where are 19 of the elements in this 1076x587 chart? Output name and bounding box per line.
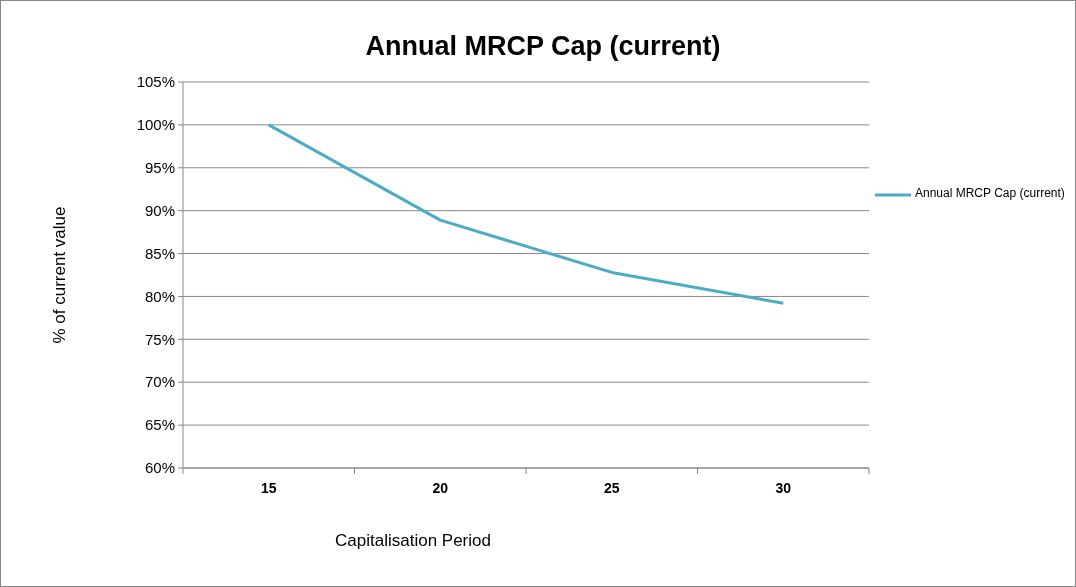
y-tick-label: 80%	[144, 287, 175, 305]
y-tick-label: 85%	[144, 244, 175, 262]
y-tick-label: 100%	[136, 116, 175, 134]
legend-label: Annual MRCP Cap (current)	[915, 186, 1065, 201]
y-tick-label: 75%	[144, 330, 175, 348]
y-axis-title: % of current value	[50, 206, 69, 344]
x-tick-label: 25	[603, 480, 620, 496]
y-tick-label: 95%	[144, 159, 175, 177]
chart-title: Annual MRCP Cap (current)	[365, 31, 721, 61]
y-tick-label: 65%	[144, 416, 175, 434]
y-tick-label: 105%	[136, 73, 175, 91]
x-tick-label: 30	[775, 480, 792, 496]
y-tick-label: 90%	[144, 201, 175, 219]
line-series	[267, 123, 785, 305]
x-axis-title: Capitalisation Period	[335, 531, 491, 550]
x-tick-label: 15	[260, 480, 277, 496]
x-tick-label: 20	[432, 480, 449, 496]
y-tick-label: 70%	[144, 373, 175, 391]
y-tick-label: 60%	[144, 459, 175, 477]
